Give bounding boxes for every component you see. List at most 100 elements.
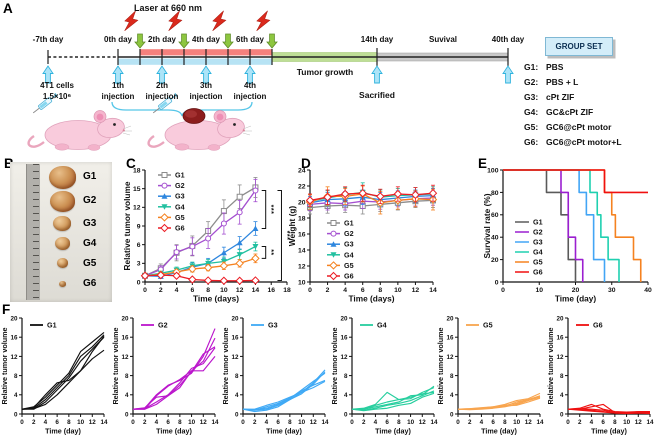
syringe-icon (152, 93, 178, 114)
svg-text:G6: G6 (344, 272, 354, 281)
svg-text:G5: G5 (533, 258, 543, 267)
svg-text:6: 6 (361, 287, 365, 294)
svg-text:20: 20 (121, 315, 129, 322)
svg-text:10: 10 (188, 419, 196, 426)
svg-text:12: 12 (412, 287, 420, 294)
svg-text:**: ** (267, 249, 274, 255)
photo-label-g5: G5 (83, 258, 97, 269)
injection-label-4: 4th injection (233, 81, 267, 101)
svg-text:G1: G1 (47, 321, 57, 330)
svg-text:6: 6 (55, 419, 59, 426)
svg-text:Relative tumor volume: Relative tumor volume (122, 181, 132, 270)
svg-text:0: 0 (350, 419, 354, 426)
svg-text:Time (day): Time (day) (481, 427, 517, 435)
svg-text:2: 2 (159, 287, 163, 294)
svg-text:Time (day): Time (day) (555, 294, 597, 304)
svg-text:4: 4 (235, 392, 239, 399)
svg-text:4: 4 (344, 392, 348, 399)
svg-text:G2: G2 (158, 321, 168, 330)
group-row-g5: G5: GC6@cPt motor (524, 122, 612, 132)
svg-text:6: 6 (385, 419, 389, 426)
svg-text:6: 6 (601, 419, 605, 426)
svg-text:10: 10 (220, 287, 228, 294)
svg-text:10: 10 (298, 279, 306, 286)
svg-text:G2: G2 (533, 228, 543, 237)
svg-text:G6: G6 (593, 321, 603, 330)
panel-b-label: B (4, 156, 14, 171)
svg-text:14: 14 (252, 287, 260, 294)
svg-text:8: 8 (288, 419, 292, 426)
day-label-minus7: -7th day (32, 35, 64, 44)
svg-text:24: 24 (298, 167, 306, 174)
group-row-g1: G1: PBS (524, 62, 564, 72)
svg-text:4: 4 (560, 392, 564, 399)
tumor-g2 (50, 191, 75, 212)
mouse-illustration (27, 93, 132, 151)
svg-text:0: 0 (501, 287, 505, 294)
svg-text:Relative tumor volume: Relative tumor volume (221, 327, 230, 404)
svg-text:G5: G5 (483, 321, 493, 330)
survival-curve-chart: 0 10 20 30 40 0 20 40 60 80 100 Time (day) Survival … (482, 167, 652, 304)
svg-text:4: 4 (175, 287, 179, 294)
tumor-g4 (55, 237, 70, 250)
photo-label-g6: G6 (83, 278, 97, 289)
svg-text:12: 12 (635, 419, 643, 426)
group-row-g6: G6: GC6@cPt motor+L (524, 137, 622, 147)
tumor-g6 (59, 281, 66, 287)
svg-text:8: 8 (397, 419, 401, 426)
svg-text:0: 0 (137, 279, 141, 286)
day-label-4: 4th day (191, 35, 221, 44)
svg-text:8: 8 (206, 287, 210, 294)
mouse-with-tumor-illustration (147, 93, 252, 151)
svg-text:2: 2 (32, 419, 36, 426)
svg-text:G1: G1 (344, 219, 354, 228)
photo-label-g2: G2 (83, 195, 97, 206)
svg-text:20: 20 (340, 315, 348, 322)
svg-text:8: 8 (14, 373, 18, 380)
svg-text:10: 10 (535, 287, 543, 294)
svg-text:22: 22 (298, 183, 306, 190)
svg-text:8: 8 (235, 373, 239, 380)
svg-text:0: 0 (125, 411, 129, 418)
svg-text:0: 0 (560, 411, 564, 418)
svg-text:10: 10 (513, 419, 521, 426)
svg-text:Survival rate (%): Survival rate (%) (482, 193, 492, 258)
svg-text:Time (day): Time (day) (45, 427, 81, 435)
svg-text:40: 40 (644, 287, 652, 294)
svg-text:Relative tumor volume: Relative tumor volume (330, 327, 339, 404)
svg-text:20: 20 (298, 199, 306, 206)
svg-text:16: 16 (340, 335, 348, 342)
svg-text:G1: G1 (175, 171, 185, 180)
panel-f-label: F (2, 302, 11, 317)
svg-text:6: 6 (137, 242, 141, 249)
svg-text:12: 12 (298, 263, 306, 270)
tumor-growth-label: Tumor growth (296, 67, 354, 77)
svg-text:20: 20 (446, 315, 454, 322)
panel-a-label: A (3, 1, 13, 16)
svg-text:16: 16 (446, 335, 454, 342)
photo-label-g1: G1 (83, 171, 97, 182)
svg-text:G5: G5 (344, 261, 354, 270)
svg-text:8: 8 (560, 373, 564, 380)
svg-text:0: 0 (308, 287, 312, 294)
svg-text:16: 16 (231, 335, 239, 342)
svg-text:8: 8 (67, 419, 71, 426)
svg-text:6: 6 (491, 419, 495, 426)
svg-text:G4: G4 (175, 202, 185, 211)
svg-text:14: 14 (321, 419, 329, 426)
panel-d-label: D (301, 156, 311, 171)
svg-text:10: 10 (407, 419, 415, 426)
svg-text:12: 12 (10, 354, 18, 361)
svg-text:4: 4 (125, 392, 129, 399)
syringe-icon (32, 93, 58, 114)
svg-text:4: 4 (343, 287, 347, 294)
svg-text:4: 4 (14, 392, 18, 399)
svg-text:Time (days): Time (days) (349, 294, 395, 304)
panel-e-label: E (478, 156, 488, 171)
day-label-6: 6th day (235, 35, 265, 44)
svg-text:12: 12 (200, 419, 208, 426)
svg-text:Relative tumor volume: Relative tumor volume (546, 327, 555, 404)
svg-text:4: 4 (480, 419, 484, 426)
